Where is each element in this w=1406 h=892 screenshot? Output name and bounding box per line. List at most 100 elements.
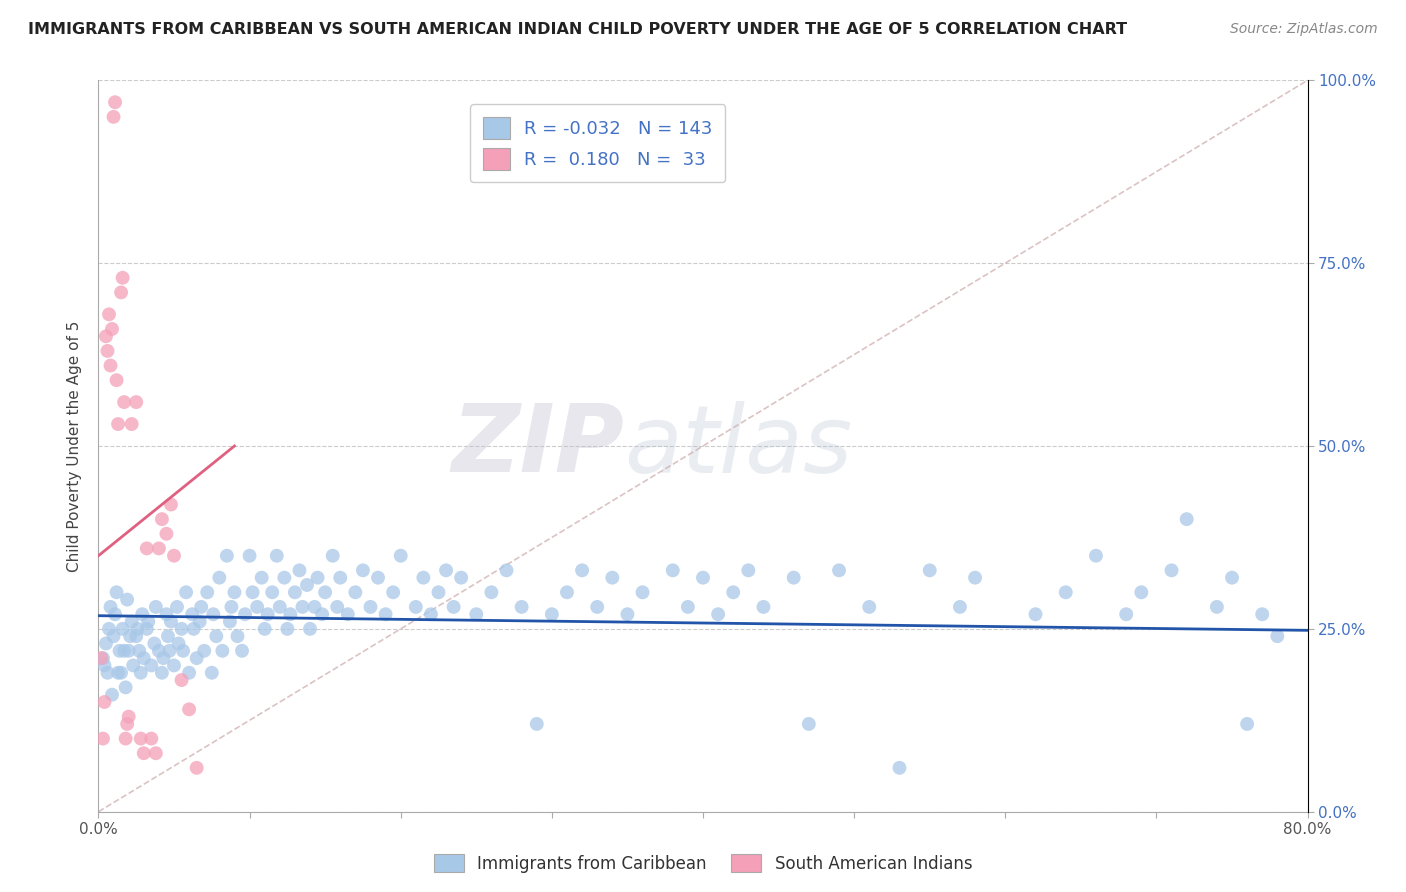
Point xyxy=(526,717,548,731)
Point xyxy=(103,629,125,643)
Point xyxy=(155,526,177,541)
Point xyxy=(631,585,654,599)
Point xyxy=(152,651,174,665)
Point xyxy=(266,549,288,563)
Point xyxy=(93,658,115,673)
Point xyxy=(336,607,359,622)
Point xyxy=(202,607,225,622)
Point xyxy=(299,622,322,636)
Point xyxy=(94,329,117,343)
Point xyxy=(115,717,138,731)
Point xyxy=(91,651,114,665)
Point xyxy=(150,512,173,526)
Point xyxy=(181,607,204,622)
Point xyxy=(314,585,336,599)
Point xyxy=(676,599,699,614)
Point xyxy=(141,731,163,746)
Point xyxy=(465,607,488,622)
Point xyxy=(132,746,155,760)
Point xyxy=(586,599,609,614)
Point xyxy=(450,571,472,585)
Point xyxy=(112,644,135,658)
Point xyxy=(221,599,243,614)
Point xyxy=(94,636,117,650)
Point xyxy=(1130,585,1153,599)
Point xyxy=(115,592,138,607)
Legend: Immigrants from Caribbean, South American Indians: Immigrants from Caribbean, South America… xyxy=(427,847,979,880)
Point xyxy=(737,563,759,577)
Point xyxy=(98,622,121,636)
Point xyxy=(828,563,851,577)
Point xyxy=(1054,585,1077,599)
Point xyxy=(889,761,911,775)
Point xyxy=(91,731,114,746)
Point xyxy=(155,607,177,622)
Point xyxy=(195,585,218,599)
Point xyxy=(183,622,205,636)
Point xyxy=(145,599,167,614)
Point xyxy=(143,636,166,650)
Point xyxy=(159,644,181,658)
Point xyxy=(918,563,941,577)
Point xyxy=(135,622,157,636)
Point xyxy=(412,571,434,585)
Point xyxy=(186,761,208,775)
Point xyxy=(135,541,157,556)
Point xyxy=(121,615,143,629)
Point xyxy=(367,571,389,585)
Point xyxy=(100,599,122,614)
Point xyxy=(661,563,683,577)
Point xyxy=(160,498,183,512)
Point xyxy=(269,599,291,614)
Point xyxy=(114,681,136,695)
Point xyxy=(118,709,141,723)
Point xyxy=(145,746,167,760)
Point xyxy=(127,622,149,636)
Point xyxy=(129,665,152,680)
Point xyxy=(443,599,465,614)
Point xyxy=(104,95,127,110)
Text: atlas: atlas xyxy=(624,401,852,491)
Point xyxy=(226,629,249,643)
Point xyxy=(1267,629,1289,643)
Point xyxy=(215,549,238,563)
Point xyxy=(427,585,450,599)
Text: IMMIGRANTS FROM CARIBBEAN VS SOUTH AMERICAN INDIAN CHILD POVERTY UNDER THE AGE O: IMMIGRANTS FROM CARIBBEAN VS SOUTH AMERI… xyxy=(28,22,1128,37)
Point xyxy=(170,622,193,636)
Point xyxy=(273,571,295,585)
Point xyxy=(382,585,405,599)
Point xyxy=(304,599,326,614)
Point xyxy=(495,563,517,577)
Point xyxy=(242,585,264,599)
Point xyxy=(163,549,186,563)
Point xyxy=(211,644,233,658)
Point xyxy=(128,644,150,658)
Point xyxy=(231,644,253,658)
Point xyxy=(352,563,374,577)
Point xyxy=(101,322,124,336)
Point xyxy=(1175,512,1198,526)
Point xyxy=(481,585,503,599)
Point xyxy=(224,585,246,599)
Point xyxy=(616,607,638,622)
Point xyxy=(555,585,578,599)
Point xyxy=(121,417,143,431)
Point xyxy=(141,658,163,673)
Point xyxy=(101,688,124,702)
Point xyxy=(129,731,152,746)
Point xyxy=(291,599,314,614)
Point xyxy=(120,629,142,643)
Point xyxy=(114,731,136,746)
Point xyxy=(256,607,278,622)
Point xyxy=(125,395,148,409)
Point xyxy=(1085,549,1108,563)
Point xyxy=(510,599,533,614)
Point xyxy=(174,585,197,599)
Point xyxy=(311,607,333,622)
Point xyxy=(179,702,201,716)
Point xyxy=(170,673,193,687)
Point xyxy=(1251,607,1274,622)
Point xyxy=(295,578,318,592)
Point xyxy=(163,658,186,673)
Point xyxy=(329,571,352,585)
